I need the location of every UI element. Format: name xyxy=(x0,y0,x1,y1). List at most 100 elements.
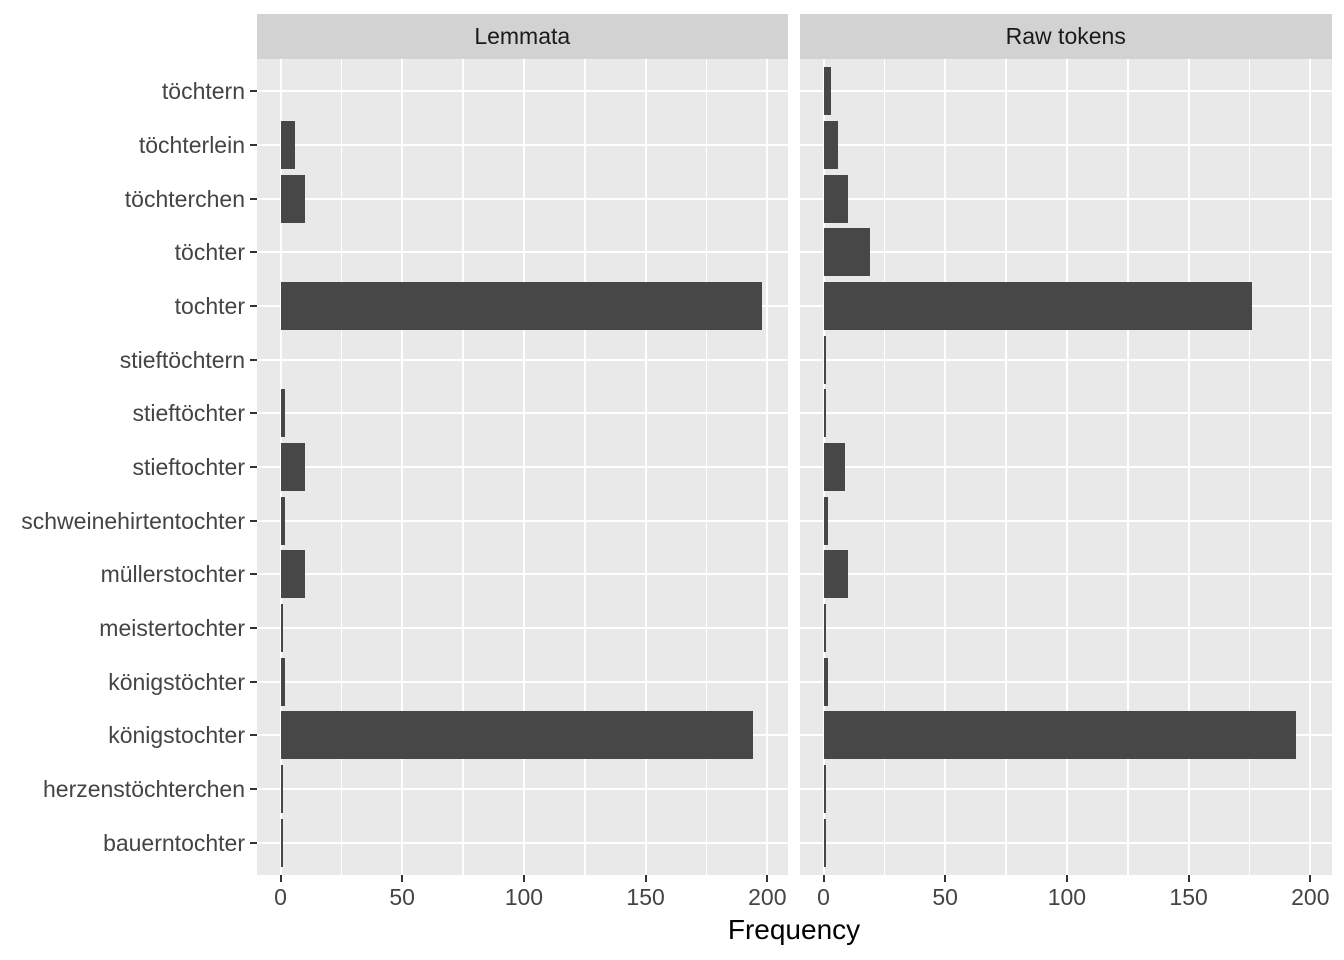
panel-lemmata xyxy=(257,59,788,875)
y-axis-label-königstöchter: königstöchter xyxy=(108,668,245,695)
gridline-row xyxy=(800,519,1332,522)
bar-stieftöchter xyxy=(280,389,286,438)
bar-meistertochter xyxy=(823,604,826,653)
gridline-major xyxy=(766,59,769,875)
bar-königstochter xyxy=(823,711,1296,760)
gridline-minor xyxy=(1127,59,1129,875)
bar-töchterlein xyxy=(280,120,296,169)
x-tick-lemmata-0 xyxy=(279,875,282,882)
gridline-row xyxy=(257,358,788,361)
gridline-major xyxy=(1309,59,1312,875)
gridline-major xyxy=(944,59,947,875)
gridline-major xyxy=(644,59,647,875)
x-tick-label-lemmata-100: 100 xyxy=(504,884,544,910)
y-tick-töchterchen xyxy=(250,197,257,200)
x-tick-raw-tokens-100 xyxy=(1065,875,1068,882)
bar-stieftochter xyxy=(823,443,846,491)
x-tick-raw-tokens-150 xyxy=(1187,875,1190,882)
x-tick-lemmata-50 xyxy=(401,875,404,882)
gridline-row xyxy=(257,680,788,683)
y-axis-label-töchter: töchter xyxy=(174,239,245,266)
gridline-row xyxy=(800,573,1332,576)
facet-strip-label-raw-tokens: Raw tokens xyxy=(1005,23,1126,49)
y-axis-label-stieftöchter: stieftöchter xyxy=(132,400,246,427)
facet-strip-lemmata: Lemmata xyxy=(257,14,788,59)
y-axis-label-töchtern: töchtern xyxy=(161,78,245,105)
x-tick-lemmata-100 xyxy=(522,875,525,882)
gridline-minor xyxy=(584,59,586,875)
bar-töchterlein xyxy=(823,120,839,169)
gridline-minor xyxy=(1248,59,1251,875)
facet-strip-raw-tokens: Raw tokens xyxy=(800,14,1332,59)
bar-töchter xyxy=(823,228,870,277)
y-tick-königstochter xyxy=(250,734,257,737)
y-tick-stieftöchter xyxy=(250,412,257,415)
y-axis-label-herzenstöchterchen: herzenstöchterchen xyxy=(42,776,245,803)
gridline-row xyxy=(257,251,788,254)
y-tick-töchterlein xyxy=(250,143,257,146)
gridline-row xyxy=(800,143,1332,146)
gridline-major xyxy=(1065,59,1068,875)
bar-stieftöchtern xyxy=(823,335,826,384)
x-tick-raw-tokens-200 xyxy=(1309,875,1312,882)
bar-königstochter xyxy=(280,711,753,760)
x-tick-raw-tokens-50 xyxy=(944,875,947,882)
y-axis-label-töchterchen: töchterchen xyxy=(124,185,245,212)
bar-müllerstochter xyxy=(280,550,305,599)
x-tick-label-raw-tokens-0: 0 xyxy=(817,884,830,910)
y-axis-label-stieftöchtern: stieftöchtern xyxy=(119,346,245,373)
gridline-row xyxy=(800,358,1332,361)
y-axis-label-meistertochter: meistertochter xyxy=(99,615,245,642)
x-axis-title: Frequency xyxy=(727,914,861,945)
gridline-row xyxy=(800,788,1332,791)
bar-herzenstöchterchen xyxy=(280,765,283,814)
gridline-minor xyxy=(1005,59,1007,875)
bar-müllerstochter xyxy=(823,550,848,599)
gridline-major xyxy=(401,59,404,875)
gridline-row xyxy=(800,466,1332,468)
gridline-row xyxy=(257,466,788,468)
x-tick-label-lemmata-0: 0 xyxy=(274,884,287,910)
gridline-major xyxy=(1187,59,1190,875)
bar-tochter xyxy=(823,281,1252,330)
y-axis-label-stieftochter: stieftochter xyxy=(132,454,246,480)
x-tick-label-lemmata-150: 150 xyxy=(626,884,665,910)
bar-bauerntochter xyxy=(280,818,283,867)
gridline-row xyxy=(257,197,788,200)
gridline-row xyxy=(800,627,1332,630)
y-axis-label-töchterlein: töchterlein xyxy=(138,131,245,158)
panel-raw-tokens xyxy=(800,59,1332,875)
y-tick-müllerstochter xyxy=(250,573,257,576)
y-tick-schweinehirtentochter xyxy=(250,519,257,522)
x-tick-label-raw-tokens-100: 100 xyxy=(1047,884,1087,910)
gridline-row xyxy=(257,412,788,415)
bar-stieftöchter xyxy=(823,389,826,438)
y-tick-stieftochter xyxy=(250,466,257,468)
bar-königstöchter xyxy=(823,657,829,706)
gridline-minor xyxy=(340,59,343,875)
y-axis-label-königstochter: königstochter xyxy=(108,722,245,749)
gridline-row xyxy=(800,841,1332,844)
gridline-row xyxy=(800,251,1332,254)
x-tick-label-raw-tokens-200: 200 xyxy=(1291,884,1330,910)
x-tick-label-lemmata-50: 50 xyxy=(389,884,415,910)
gridline-row xyxy=(257,627,788,630)
y-tick-bauerntochter xyxy=(250,841,257,844)
gridline-minor xyxy=(705,59,708,875)
y-tick-töchtern xyxy=(250,90,257,93)
x-tick-lemmata-200 xyxy=(766,875,769,882)
bar-töchterchen xyxy=(823,174,848,223)
x-tick-label-raw-tokens-50: 50 xyxy=(932,884,958,910)
gridline-row xyxy=(257,90,788,93)
y-tick-töchter xyxy=(250,251,257,254)
gridline-major xyxy=(522,59,525,875)
y-axis-label-bauerntochter: bauerntochter xyxy=(103,829,245,856)
y-axis-label-müllerstochter: müllerstochter xyxy=(100,561,245,588)
gridline-row xyxy=(800,680,1332,683)
y-tick-königstöchter xyxy=(250,680,257,683)
gridline-minor xyxy=(462,59,464,875)
bar-schweinehirtentochter xyxy=(823,496,829,545)
gridline-row xyxy=(257,841,788,844)
y-tick-meistertochter xyxy=(250,627,257,630)
